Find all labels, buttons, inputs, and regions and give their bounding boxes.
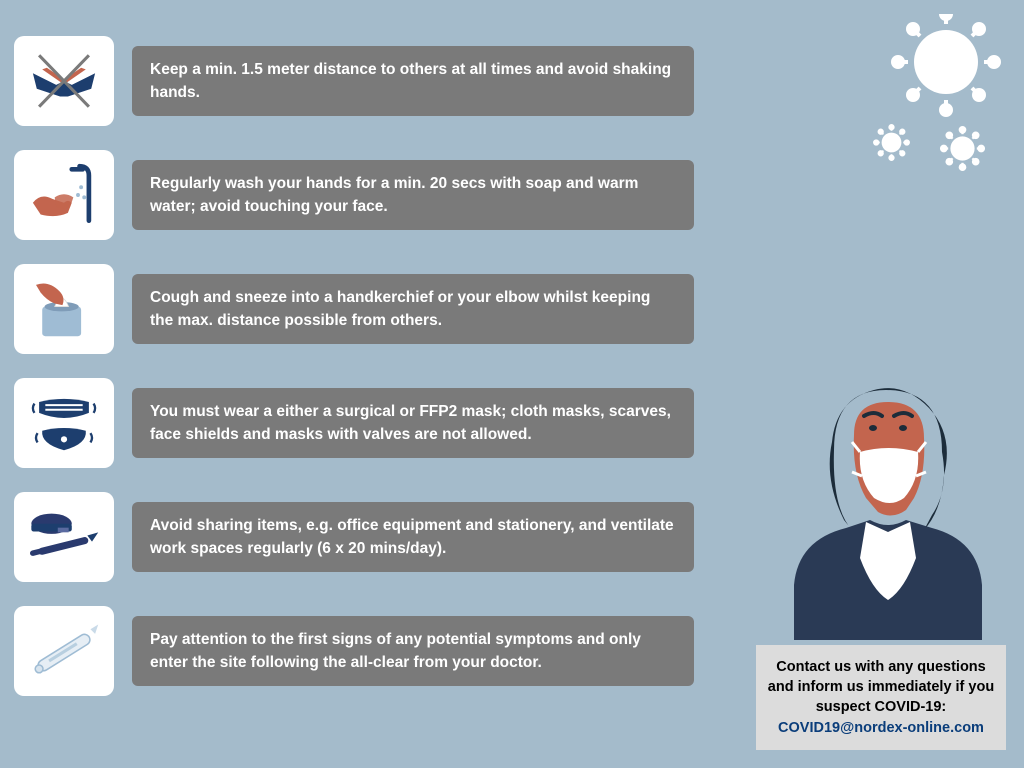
masked-person-icon <box>774 380 994 640</box>
icon-box <box>14 492 114 582</box>
rule-text: Keep a min. 1.5 meter distance to others… <box>132 46 694 117</box>
rule-text: Pay attention to the first signs of any … <box>132 616 694 687</box>
rule-stationery: Avoid sharing items, e.g. office equipme… <box>14 492 694 582</box>
sneeze-tissue-icon <box>25 274 103 344</box>
icon-box <box>14 36 114 126</box>
contact-email[interactable]: COVID19@nordex-online.com <box>778 720 984 736</box>
rule-masks: You must wear a either a surgical or FFP… <box>14 378 694 468</box>
rule-wash-hands: Regularly wash your hands for a min. 20 … <box>14 150 694 240</box>
contact-box: Contact us with any questions and inform… <box>756 645 1006 750</box>
rule-thermometer: Pay attention to the first signs of any … <box>14 606 694 696</box>
rule-text: Cough and sneeze into a handkerchief or … <box>132 274 694 345</box>
icon-box <box>14 264 114 354</box>
rule-text: You must wear a either a surgical or FFP… <box>132 388 694 459</box>
no-handshake-icon <box>25 46 103 116</box>
rule-sneeze: Cough and sneeze into a handkerchief or … <box>14 264 694 354</box>
icon-box <box>14 378 114 468</box>
wash-hands-icon <box>25 160 103 230</box>
rule-text: Regularly wash your hands for a min. 20 … <box>132 160 694 231</box>
rule-text: Avoid sharing items, e.g. office equipme… <box>132 502 694 573</box>
stationery-icon <box>25 502 103 572</box>
icon-box <box>14 150 114 240</box>
masks-icon <box>25 388 103 458</box>
icon-box <box>14 606 114 696</box>
rule-distance: Keep a min. 1.5 meter distance to others… <box>14 36 694 126</box>
thermometer-icon <box>25 616 103 686</box>
contact-text: Contact us with any questions and inform… <box>768 659 994 716</box>
virus-cluster-icon <box>828 14 1008 194</box>
rules-list: Keep a min. 1.5 meter distance to others… <box>14 36 694 720</box>
